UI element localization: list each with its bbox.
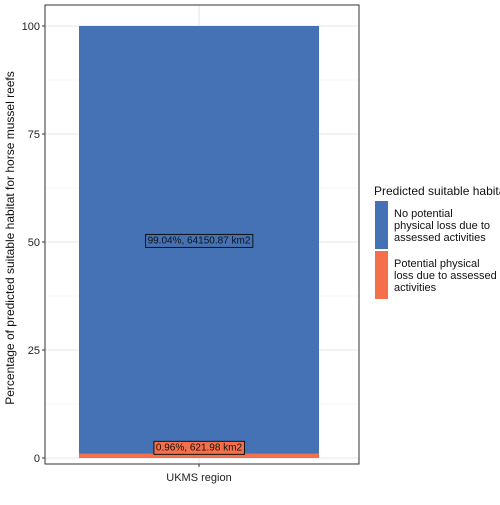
- legend-key-0: [375, 201, 388, 249]
- data-labels: 99.04%, 64150.87 km2 0.96%, 621.98 km2: [145, 233, 254, 455]
- data-label-0: 0.96%, 621.98 km2: [153, 440, 246, 455]
- legend-key-1: [375, 251, 388, 299]
- y-tick-label: 50: [28, 237, 40, 249]
- legend: Predicted suitable habitat No potentialph…: [374, 184, 500, 299]
- data-label-1: 99.04%, 64150.87 km2: [145, 233, 254, 248]
- y-tick-label: 75: [28, 129, 40, 141]
- y-axis: 0 25 50 75 100: [22, 21, 45, 465]
- y-axis-title: Percentage of predicted suitable habitat…: [3, 71, 17, 405]
- legend-label-0: assessed activities: [394, 232, 486, 244]
- x-tick-label: UKMS region: [166, 472, 231, 484]
- bar-segment-0: [79, 453, 319, 458]
- x-axis: UKMS region: [166, 464, 232, 484]
- legend-label-0: No potential: [394, 208, 453, 220]
- data-label-box-1: [145, 233, 254, 248]
- y-tick-label: 0: [34, 453, 40, 465]
- data-label-box-0: [153, 440, 246, 455]
- legend-label-1: loss due to assessed: [394, 270, 497, 282]
- y-tick-label: 100: [22, 21, 40, 33]
- y-tick-label: 25: [28, 345, 40, 357]
- data-label-text-1: 99.04%, 64150.87 km2: [148, 235, 251, 246]
- legend-title: Predicted suitable habitat: [374, 184, 500, 198]
- legend-label-1: Potential physical: [394, 258, 480, 270]
- legend-label-1: activities: [394, 282, 437, 294]
- data-label-text-0: 0.96%, 621.98 km2: [156, 442, 243, 453]
- legend-label-0: physical loss due to: [394, 220, 490, 232]
- panel-border: [44, 4, 360, 465]
